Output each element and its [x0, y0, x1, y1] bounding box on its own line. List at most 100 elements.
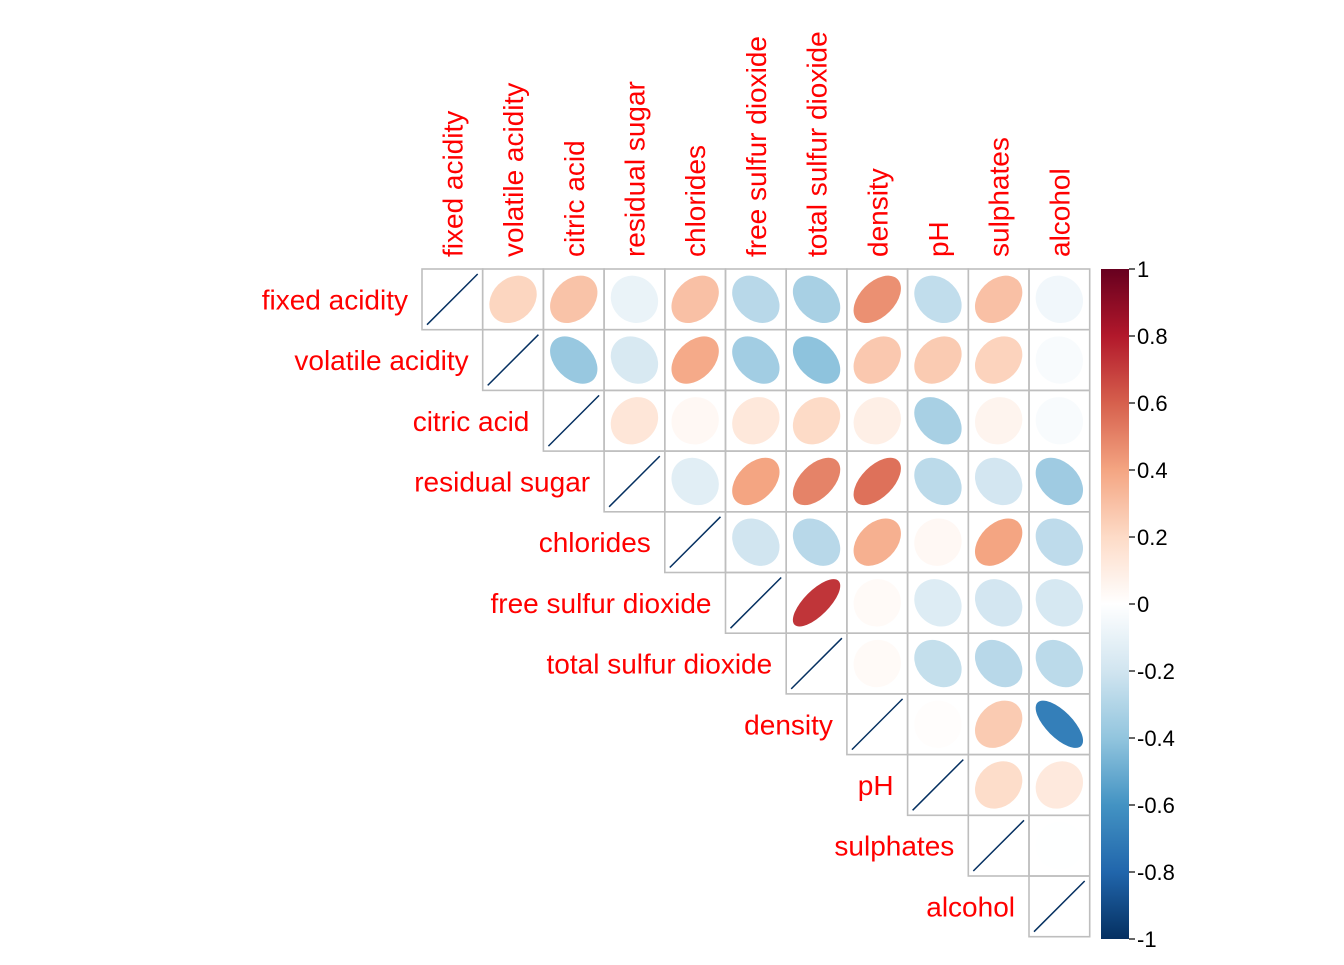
correlation-ellipse [792, 336, 841, 384]
colorbar-tick-label: 0.4 [1137, 458, 1168, 483]
correlation-ellipse [489, 275, 537, 324]
row-label: total sulfur dioxide [547, 649, 773, 680]
correlation-ellipse [853, 336, 901, 384]
correlation-ellipse [974, 336, 1023, 384]
colorbar-tick-label: 0 [1137, 592, 1149, 617]
column-label: residual sugar [619, 81, 650, 257]
correlation-ellipse [1035, 336, 1084, 384]
diagonal-line [912, 759, 964, 811]
correlation-ellipse [974, 700, 1023, 748]
correlation-ellipse [671, 336, 719, 384]
correlation-ellipse [1035, 579, 1084, 627]
correlation-ellipse [792, 457, 841, 506]
correlation-ellipse [1035, 821, 1084, 870]
row-label: density [744, 709, 833, 740]
grid-cell [1028, 875, 1091, 938]
diagonal-line [487, 334, 539, 386]
column-label: sulphates [984, 137, 1015, 257]
label-group: fixed acidity volatile acidity citric acid… [262, 31, 1076, 922]
colorbar [1101, 269, 1129, 939]
correlation-ellipse [974, 579, 1023, 627]
colorbar-tick-label: -0.8 [1137, 860, 1175, 885]
column-label: pH [923, 221, 954, 257]
correlation-ellipse [792, 518, 841, 566]
diagonal-line [729, 576, 782, 629]
correlation-ellipse [550, 275, 598, 324]
colorbar-tick-label: 0.2 [1137, 525, 1168, 550]
row-label: free sulfur dioxide [490, 588, 711, 619]
correlation-ellipse [610, 397, 659, 445]
correlation-ellipse [732, 457, 780, 506]
colorbar-tick-label: -1 [1137, 927, 1157, 952]
correlation-ellipse [610, 275, 659, 324]
column-label: total sulfur dioxide [802, 31, 833, 257]
correlation-ellipse [914, 336, 962, 384]
correlation-ellipse [853, 518, 901, 566]
correlation-ellipse [974, 518, 1023, 566]
row-label: citric acid [413, 406, 530, 437]
correlation-ellipse [853, 457, 901, 506]
row-label: fixed acidity [262, 284, 408, 315]
correlation-ellipse [853, 275, 901, 324]
correlation-ellipse [914, 579, 962, 627]
diagonal-line [547, 394, 600, 447]
correlation-ellipse [1035, 397, 1084, 445]
column-label: free sulfur dioxide [741, 36, 772, 257]
correlation-ellipse [914, 700, 962, 748]
diagonal-line [669, 516, 722, 569]
diagonal-line [972, 819, 1025, 872]
correlation-ellipse [853, 639, 901, 688]
correlation-ellipse [914, 457, 962, 506]
correlation-ellipse [671, 275, 719, 324]
correlation-ellipse [732, 397, 780, 445]
correlation-ellipse [550, 336, 598, 384]
correlation-ellipse [853, 579, 901, 627]
correlation-ellipse [1035, 761, 1084, 809]
correlation-ellipse [671, 457, 719, 506]
column-label: density [862, 168, 893, 257]
correlation-ellipse [792, 397, 841, 445]
correlation-ellipse [974, 639, 1023, 688]
correlation-ellipse [1035, 275, 1084, 324]
correlation-ellipse [914, 275, 962, 324]
cell-group [421, 268, 1091, 938]
column-label: fixed acidity [437, 111, 468, 257]
correlation-ellipse [610, 336, 659, 384]
correlation-ellipse [1035, 457, 1084, 506]
correlation-ellipse [671, 397, 719, 445]
correlation-ellipse [853, 397, 901, 445]
correlation-ellipse [732, 336, 780, 384]
correlation-ellipse [1035, 518, 1084, 566]
colorbar-tick-label: -0.4 [1137, 726, 1175, 751]
colorbar-tick-label: 0.6 [1137, 391, 1168, 416]
correlation-ellipse [974, 275, 1023, 324]
colorbar-tick-label: 0.8 [1137, 324, 1168, 349]
row-label: alcohol [926, 891, 1015, 922]
diagonal-line [790, 637, 843, 690]
correlation-ellipse [1035, 639, 1084, 688]
colorbar-tick-label: -0.6 [1137, 793, 1175, 818]
row-label: volatile acidity [294, 345, 468, 376]
correlation-ellipse [1035, 700, 1084, 748]
colorbar-tick-label: 1 [1137, 257, 1149, 282]
correlation-ellipse [914, 518, 962, 566]
correlation-ellipse [974, 397, 1023, 445]
row-label: pH [858, 770, 894, 801]
correlation-ellipse [792, 275, 841, 324]
diagonal-line [851, 698, 904, 751]
column-label: chlorides [680, 145, 711, 257]
diagonal-line [608, 455, 661, 508]
column-label: citric acid [559, 140, 590, 257]
column-label: volatile acidity [498, 83, 529, 257]
correlation-ellipse [914, 639, 962, 688]
correlation-ellipse [792, 579, 841, 627]
diagonal-line [426, 273, 479, 326]
correlation-ellipse [732, 275, 780, 324]
column-label: alcohol [1044, 168, 1075, 257]
row-label: residual sugar [414, 466, 590, 497]
row-label: chlorides [539, 527, 651, 558]
correlation-ellipse [974, 457, 1023, 506]
diagonal-line [1033, 880, 1086, 933]
